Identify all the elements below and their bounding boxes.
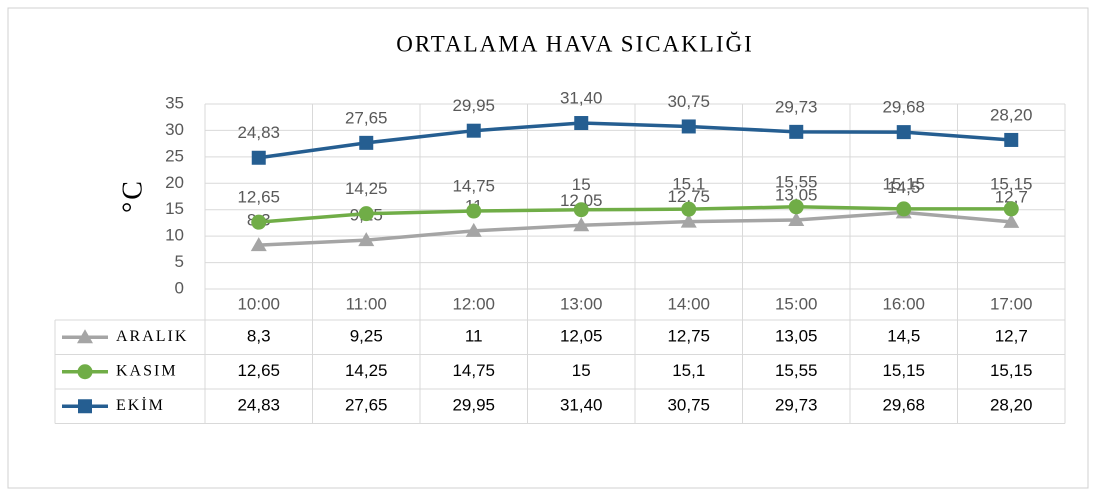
point-marker <box>359 135 374 150</box>
table-cell: 15,55 <box>775 361 818 380</box>
y-axis-label: °C <box>117 179 148 213</box>
x-tick-label: 14:00 <box>667 294 710 313</box>
point-marker <box>680 213 697 228</box>
point-marker <box>896 125 911 140</box>
point-marker <box>1003 201 1019 217</box>
table-cell: 24,83 <box>237 396 280 415</box>
legend-label: KASIM <box>116 362 178 379</box>
point-marker <box>573 217 590 232</box>
data-label: 29,68 <box>882 98 925 117</box>
data-label: 14,75 <box>452 177 495 196</box>
legend-marker <box>78 399 92 414</box>
legend-marker <box>77 364 93 380</box>
data-label: 27,65 <box>345 108 388 127</box>
legend-marker <box>77 329 93 344</box>
y-tick-label: 0 <box>175 278 184 297</box>
table-cell: 15,15 <box>882 361 925 380</box>
point-marker <box>681 201 697 217</box>
y-tick-label: 15 <box>165 199 184 218</box>
x-tick-label: 17:00 <box>990 294 1033 313</box>
x-tick-label: 10:00 <box>237 294 280 313</box>
point-marker <box>466 123 481 138</box>
data-label: 30,75 <box>667 92 710 111</box>
point-marker <box>465 222 482 237</box>
point-marker <box>251 150 266 165</box>
table-cell: 15,1 <box>672 361 705 380</box>
data-label: 13,05 <box>775 186 818 205</box>
y-tick-label: 25 <box>165 146 184 165</box>
data-label: 14,25 <box>345 179 388 198</box>
table-cell: 29,73 <box>775 396 818 415</box>
table-cell: 12,65 <box>237 361 280 380</box>
point-marker <box>466 203 482 219</box>
data-label: 24,83 <box>237 123 280 142</box>
table-cell: 14,75 <box>452 361 495 380</box>
y-tick-label: 10 <box>165 226 184 245</box>
point-marker <box>681 119 696 134</box>
data-label: 15,55 <box>775 172 818 191</box>
point-marker <box>574 116 589 131</box>
data-label: 15,15 <box>990 174 1033 193</box>
table-cell: 29,95 <box>452 396 495 415</box>
legend-label: EKİM <box>116 396 165 414</box>
data-label: 12,7 <box>995 187 1028 206</box>
series-line <box>258 210 1012 247</box>
point-marker <box>358 232 375 247</box>
point-marker <box>250 237 267 252</box>
table-cell: 8,3 <box>247 327 271 346</box>
x-tick-label: 13:00 <box>560 294 603 313</box>
table-cell: 14,5 <box>887 327 920 346</box>
data-label: 29,95 <box>452 96 495 115</box>
table-cell: 12,75 <box>667 327 710 346</box>
data-label: 12,05 <box>560 191 603 210</box>
table-cell: 15,15 <box>990 361 1033 380</box>
x-tick-label: 16:00 <box>882 294 925 313</box>
table-cell: 27,65 <box>345 396 388 415</box>
table-cell: 14,25 <box>345 361 388 380</box>
point-marker <box>896 201 912 217</box>
point-marker <box>1004 132 1019 147</box>
chart-frame <box>7 7 1089 489</box>
y-tick-label: 30 <box>165 120 184 139</box>
data-label: 15,15 <box>882 174 925 193</box>
data-label: 14,5 <box>887 178 920 197</box>
y-tick-label: 35 <box>165 93 184 112</box>
data-label: 28,20 <box>990 105 1033 124</box>
table-cell: 15 <box>572 361 591 380</box>
legend-label: ARALIK <box>116 328 188 345</box>
point-marker <box>788 199 804 215</box>
point-marker <box>1003 213 1020 228</box>
table-cell: 30,75 <box>667 396 710 415</box>
table-cell: 13,05 <box>775 327 818 346</box>
y-tick-label: 20 <box>165 173 184 192</box>
table-cell: 12,05 <box>560 327 603 346</box>
data-label: 15,1 <box>672 175 705 194</box>
series-line <box>258 121 1012 160</box>
x-tick-label: 12:00 <box>452 294 495 313</box>
data-label: 12,75 <box>667 187 710 206</box>
chart-title: ORTALAMA HAVA SICAKLIĞI <box>396 31 754 56</box>
data-label: 15 <box>572 175 591 194</box>
table-cell: 28,20 <box>990 396 1033 415</box>
data-label: 31,40 <box>560 89 603 108</box>
point-marker <box>573 202 589 218</box>
series-line <box>258 205 1012 224</box>
table-cell: 9,25 <box>350 327 383 346</box>
x-tick-label: 11:00 <box>346 294 387 313</box>
x-tick-label: 15:00 <box>775 294 818 313</box>
data-label: 29,73 <box>775 97 818 116</box>
table-cell: 11 <box>465 327 483 346</box>
point-marker <box>358 206 374 222</box>
table-cell: 12,7 <box>995 327 1028 346</box>
y-tick-label: 5 <box>175 252 184 271</box>
point-marker <box>788 212 805 227</box>
data-label: 12,65 <box>237 188 280 207</box>
table-cell: 29,68 <box>882 396 925 415</box>
point-marker <box>251 214 267 230</box>
point-marker <box>789 124 804 139</box>
table-cell: 31,40 <box>560 396 603 415</box>
